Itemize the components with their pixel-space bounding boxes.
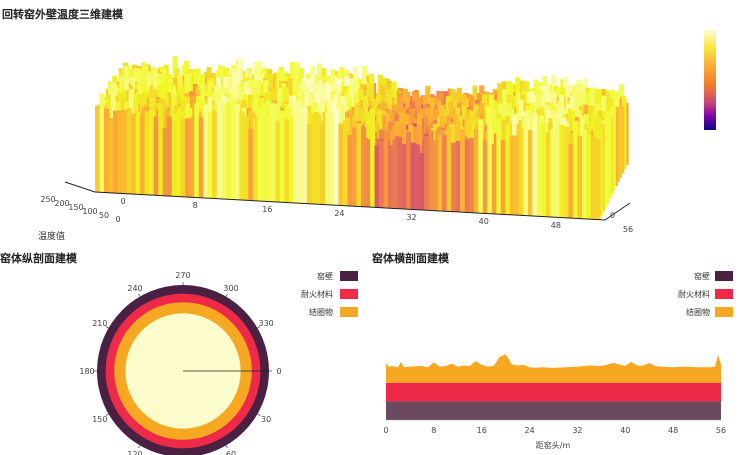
surface-x-tick: 8 [193, 201, 198, 210]
area-series-wall [386, 401, 721, 420]
area-x-tick: 40 [620, 426, 630, 435]
surface-y-tick: 50 [99, 211, 109, 220]
polar-angle-tick: 210 [92, 319, 107, 328]
polar-angle-tick: 300 [223, 284, 238, 293]
area-series-ring [386, 354, 721, 383]
polar-chart-title: 窑体纵剖面建模 [0, 252, 77, 265]
surface-mesh [95, 55, 629, 220]
area-x-tick: 56 [716, 426, 726, 435]
surface-y-tick: 100 [82, 207, 97, 216]
polar-legend-label[interactable]: 窑壁 [317, 271, 333, 281]
surface-y-tick: 200 [54, 199, 69, 208]
area-x-tick: 8 [431, 426, 436, 435]
polar-angle-tick: 0 [276, 367, 281, 376]
area-legend-swatch[interactable] [715, 307, 733, 317]
area-legend-swatch[interactable] [715, 289, 733, 299]
polar-legend-swatch[interactable] [340, 271, 358, 281]
polar-angle-tick: 120 [127, 450, 142, 455]
surface-y-tick: 150 [68, 203, 83, 212]
polar-legend-label[interactable]: 结圈物 [309, 307, 333, 317]
surface-z-label: 温度值 [38, 230, 65, 242]
polar-angle-tick: 180 [79, 367, 94, 376]
area-x-tick: 16 [477, 426, 487, 435]
area-series-fire [386, 382, 721, 402]
surface-y-tick: 0 [115, 215, 120, 224]
colorbar [704, 30, 716, 130]
surface-x-tick: 24 [334, 209, 344, 218]
polar-angle-tick: 30 [261, 415, 271, 424]
surface-x-tick: 40 [479, 217, 489, 226]
area-x-tick: 0 [383, 426, 388, 435]
polar-legend-swatch[interactable] [340, 289, 358, 299]
polar-angle-tick: 270 [175, 271, 190, 280]
surface-x-tick: 32 [406, 213, 416, 222]
area-x-tick: 32 [572, 426, 582, 435]
surface-x-tick: 0 [120, 197, 125, 206]
area-legend-label[interactable]: 结圈物 [686, 307, 710, 317]
surface-z-tick: 0 [610, 211, 615, 220]
area-x-tick: 24 [524, 426, 534, 435]
surface-y-tick: 250 [40, 195, 55, 204]
area-legend-label[interactable]: 耐火材料 [678, 289, 710, 299]
surface-x-tick: 48 [551, 221, 561, 230]
area-legend-swatch[interactable] [715, 271, 733, 281]
surface-x-tick: 56 [623, 225, 633, 234]
area-x-tick: 48 [668, 426, 678, 435]
polar-legend-label[interactable]: 耐火材料 [301, 289, 333, 299]
area-x-label: 距窑头/m [536, 440, 571, 450]
polar-angle-tick: 60 [226, 450, 236, 455]
area-legend-label[interactable]: 窑壁 [694, 271, 710, 281]
polar-angle-tick: 240 [127, 284, 142, 293]
area-chart-title: 窑体横剖面建模 [372, 252, 449, 265]
polar-angle-tick: 150 [92, 415, 107, 424]
surface-chart-title: 回转窑外壁温度三维建模 [2, 8, 123, 21]
polar-legend-swatch[interactable] [340, 307, 358, 317]
polar-angle-tick: 330 [258, 319, 273, 328]
surface-x-tick: 16 [262, 205, 272, 214]
